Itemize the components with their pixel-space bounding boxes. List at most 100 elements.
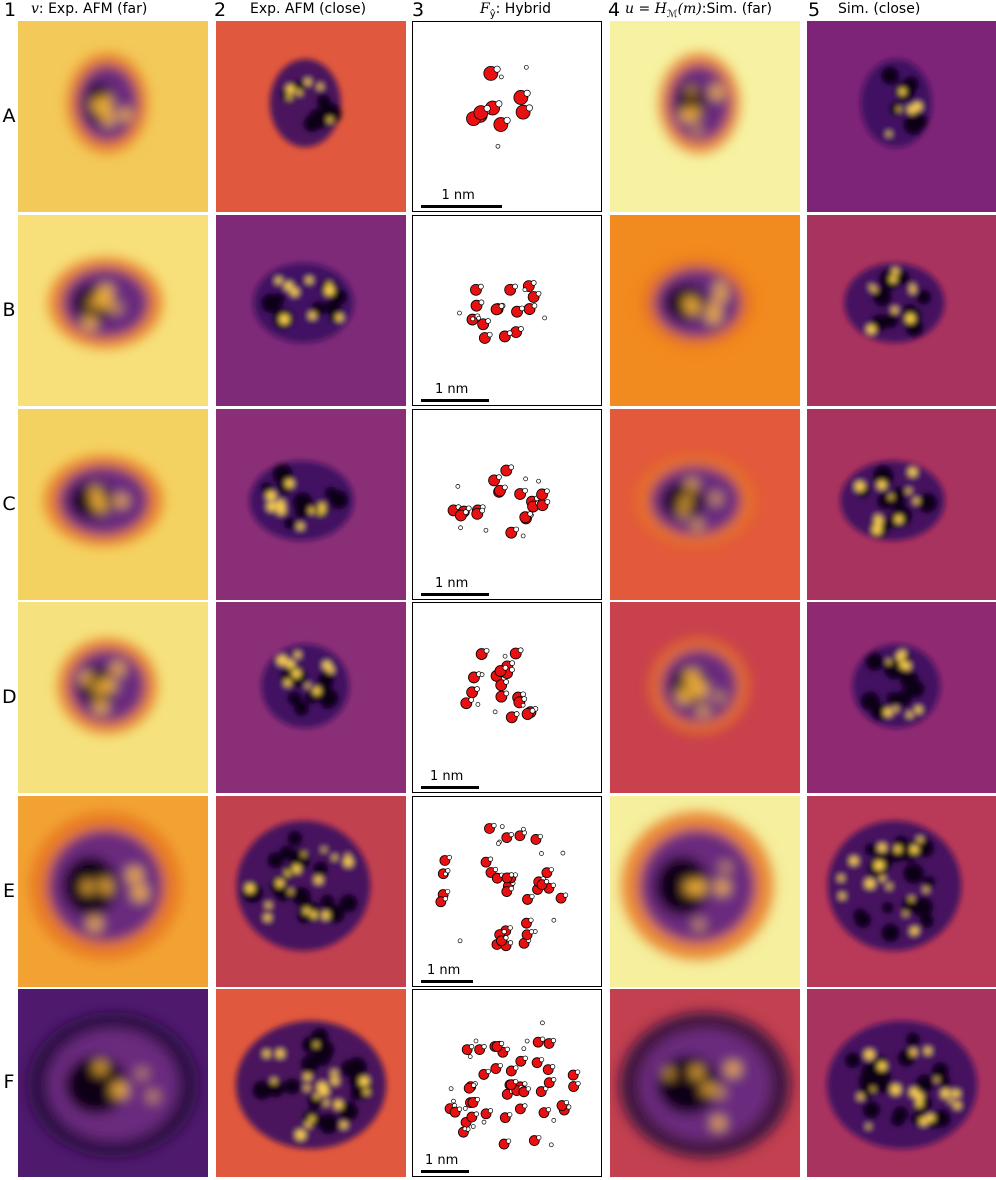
hydrogen-atom <box>509 666 515 673</box>
scale-bar-label: 1 nm <box>441 188 475 203</box>
hydrogen-atom <box>507 1112 513 1118</box>
row-label-E: E <box>2 879 15 902</box>
row-label-C: C <box>2 492 16 515</box>
hydrogen-atom <box>530 280 537 286</box>
afm-image-F-5 <box>807 989 996 1177</box>
hydrogen-atom <box>486 331 493 338</box>
hydrogen-atom <box>523 476 528 482</box>
afm-image-C-1 <box>18 409 208 600</box>
hydrogen-atom <box>503 679 509 685</box>
afm-image-C-2 <box>216 409 406 600</box>
hydrogen-atom <box>499 824 505 829</box>
scale-bar: 1 nm <box>421 1151 469 1173</box>
hydrogen-atom <box>498 303 505 309</box>
hydrogen-atom <box>505 1138 512 1144</box>
title-argument: (m) <box>677 1 702 17</box>
hydrogen-atom <box>487 1108 494 1114</box>
title-text: :Sim. (far) <box>701 1 772 17</box>
hydrogen-atom <box>517 647 524 654</box>
hydrogen-atom <box>481 1119 487 1125</box>
hydrogen-atom <box>470 1124 476 1129</box>
hydrogen-atom <box>519 305 525 312</box>
hydrogen-atom <box>474 1096 481 1103</box>
scale-bar: 1 nm <box>421 380 489 402</box>
column-header-5: 5 Sim. (close) <box>808 0 996 22</box>
hydrogen-atom <box>532 929 538 934</box>
hydrogen-atom <box>545 1107 552 1113</box>
hydrogen-atom <box>550 1064 556 1070</box>
column-header-3: 3 Fŷ: Hybrid <box>412 0 612 22</box>
hydrogen-atom <box>446 854 452 861</box>
hydrogen-atom <box>487 856 494 862</box>
afm-image-B-2 <box>216 215 406 406</box>
hydrogen-atom <box>476 315 481 321</box>
hydrogen-atom <box>521 1046 527 1052</box>
afm-image-B-1 <box>18 215 208 406</box>
hydrogen-atom <box>502 653 508 659</box>
hydrogen-atom <box>479 507 486 514</box>
row-label-D: D <box>2 685 17 708</box>
hydrogen-atom <box>522 287 528 293</box>
afm-image-E-2 <box>216 796 406 987</box>
hydrogen-atom <box>470 316 476 322</box>
hydrogen-atom <box>525 104 533 112</box>
column-header-2: 2 Exp. AFM (close) <box>214 0 414 22</box>
hydrogen-atom <box>575 1069 581 1075</box>
afm-image-D-4 <box>610 602 800 793</box>
hydrogen-atom <box>498 74 504 80</box>
column-title: v: Exp. AFM (far) <box>31 1 147 17</box>
column-number: 3 <box>412 0 425 21</box>
hydrogen-atom <box>493 65 501 73</box>
title-symbol: F <box>480 1 490 17</box>
hydrogen-atom <box>560 850 566 856</box>
hydrogen-atom <box>562 892 569 898</box>
hydrogen-atom <box>456 1106 463 1112</box>
hydrogen-atom <box>548 1142 554 1148</box>
hydrogen-atom <box>502 664 509 671</box>
hydrogen-atom <box>481 1044 487 1050</box>
hydrogen-atom <box>498 1040 505 1047</box>
afm-image-A-1 <box>18 21 208 212</box>
hydrogen-atom <box>524 1038 530 1044</box>
row-label-F: F <box>3 1071 15 1093</box>
scale-bar-label: 1 nm <box>435 382 469 397</box>
afm-image-D-1 <box>18 602 208 793</box>
hydrogen-atom <box>528 917 534 923</box>
molecule-structure-C: 1 nm <box>412 409 602 600</box>
scale-bar-label: 1 nm <box>435 576 469 591</box>
afm-image-E-4 <box>610 796 800 987</box>
column-number: 5 <box>808 0 821 21</box>
hydrogen-atom <box>474 686 480 692</box>
hydrogen-atom <box>465 505 472 512</box>
title-text: : Exp. AFM (far) <box>38 1 148 17</box>
hydrogen-atom <box>550 1037 557 1044</box>
hydrogen-atom <box>457 310 462 316</box>
row-label-B: B <box>2 298 16 321</box>
column-number: 1 <box>4 0 17 21</box>
hydrogen-atom <box>503 690 510 697</box>
hydrogen-atom <box>473 1038 479 1044</box>
hydrogen-atom <box>508 832 514 838</box>
hydrogen-atom <box>542 315 547 321</box>
hydrogen-atom <box>543 879 550 885</box>
hydrogen-atom <box>495 100 503 108</box>
molecule-structure-B: 1 nm <box>412 215 602 406</box>
hydrogen-atom <box>479 672 485 677</box>
hydrogen-atom <box>520 533 526 539</box>
hydrogen-atom <box>462 1126 468 1132</box>
afm-image-E-5 <box>807 796 996 987</box>
hydrogen-atom <box>522 487 528 494</box>
hydrogen-atom <box>448 1086 454 1092</box>
hydrogen-atom <box>445 888 451 895</box>
hydrogen-atom <box>507 925 513 931</box>
afm-image-B-4 <box>610 215 800 406</box>
column-title: Sim. (close) <box>838 1 921 17</box>
afm-image-E-1 <box>18 796 208 987</box>
hydrogen-atom <box>508 872 515 878</box>
hydrogen-atom <box>467 1054 473 1059</box>
scale-bar: 1 nm <box>421 767 479 789</box>
scale-bar-label: 1 nm <box>427 963 461 978</box>
molecule-structure-E: 1 nm <box>412 796 602 987</box>
hydrogen-atom <box>492 709 498 715</box>
hydrogen-atom <box>513 711 520 717</box>
